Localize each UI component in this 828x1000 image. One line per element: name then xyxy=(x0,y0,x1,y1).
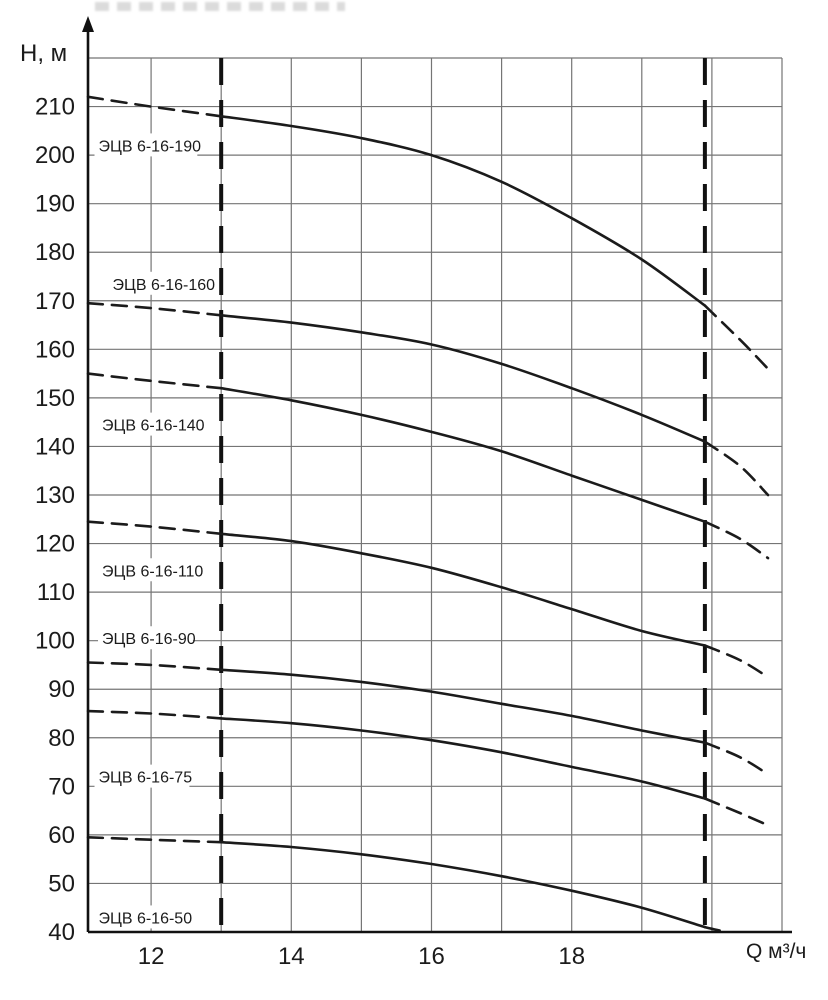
curve-label-bg xyxy=(94,764,190,788)
pump-curve xyxy=(703,797,770,827)
curve-label: ЭЦВ 6-16-160 xyxy=(113,277,216,294)
pump-curve xyxy=(86,661,223,672)
y-tick-label: 70 xyxy=(48,773,75,800)
y-tick-label: 160 xyxy=(35,336,75,363)
pump-curve xyxy=(86,372,223,390)
x-axis-title: Q м³/ч xyxy=(746,940,807,963)
curve-label-bg xyxy=(98,626,193,650)
pump-curve xyxy=(219,386,707,523)
curve-label: ЭЦВ 6-16-75 xyxy=(99,770,193,787)
curve-label-bg xyxy=(98,558,201,582)
pump-curve xyxy=(703,741,770,776)
curve-label-bg xyxy=(98,412,201,436)
curve-label: ЭЦВ 6-16-190 xyxy=(99,138,202,155)
y-tick-label: 90 xyxy=(48,676,75,703)
pump-curve xyxy=(219,532,707,647)
y-tick-label: 190 xyxy=(35,191,75,218)
x-tick-label: 14 xyxy=(278,943,305,970)
pump-curve xyxy=(86,709,223,720)
pump-curve xyxy=(703,440,770,497)
curve-label: ЭЦВ 6-16-90 xyxy=(102,631,196,648)
pump-curve xyxy=(86,301,223,317)
y-tick-label: 60 xyxy=(48,822,75,849)
y-tick-label: 120 xyxy=(35,531,75,558)
y-tick-label: 140 xyxy=(35,433,75,460)
pump-curve xyxy=(219,314,707,443)
curve-label-bg xyxy=(94,905,190,929)
pump-curve xyxy=(703,520,770,560)
x-tick-label: 16 xyxy=(418,943,445,970)
y-tick-label: 110 xyxy=(37,579,75,606)
curve-label-bg xyxy=(94,133,198,157)
y-tick-label: 200 xyxy=(35,142,75,169)
y-tick-label: 80 xyxy=(48,725,75,752)
y-tick-label: 100 xyxy=(35,628,75,655)
y-tick-label: 210 xyxy=(35,94,75,121)
y-tick-label: 130 xyxy=(35,482,75,509)
pump-curve xyxy=(86,836,223,844)
x-tick-label: 12 xyxy=(138,943,165,970)
y-axis-title: Н, м xyxy=(20,40,68,67)
curve-label: ЭЦВ 6-16-110 xyxy=(102,563,203,580)
pump-curve xyxy=(219,840,707,929)
pump-curve xyxy=(219,115,707,307)
y-axis-arrow-icon xyxy=(82,16,94,32)
cropped-text-artifact xyxy=(95,2,345,11)
curve-label: ЭЦВ 6-16-140 xyxy=(102,418,205,435)
curve-label-bg xyxy=(108,271,212,295)
y-tick-label: 150 xyxy=(35,385,75,412)
y-tick-label: 170 xyxy=(35,288,75,315)
pump-curve xyxy=(703,925,728,934)
curve-label: ЭЦВ 6-16-50 xyxy=(99,910,193,927)
y-tick-label: 40 xyxy=(48,919,75,946)
y-tick-label: 50 xyxy=(48,870,75,897)
pump-curve xyxy=(219,717,707,800)
pump-curve xyxy=(86,95,223,118)
pump-curve xyxy=(219,668,707,744)
pump-curve xyxy=(703,644,770,679)
x-tick-label: 18 xyxy=(558,943,585,970)
y-tick-label: 180 xyxy=(35,239,75,266)
pump-curve xyxy=(703,304,770,371)
pump-curve xyxy=(86,520,223,536)
